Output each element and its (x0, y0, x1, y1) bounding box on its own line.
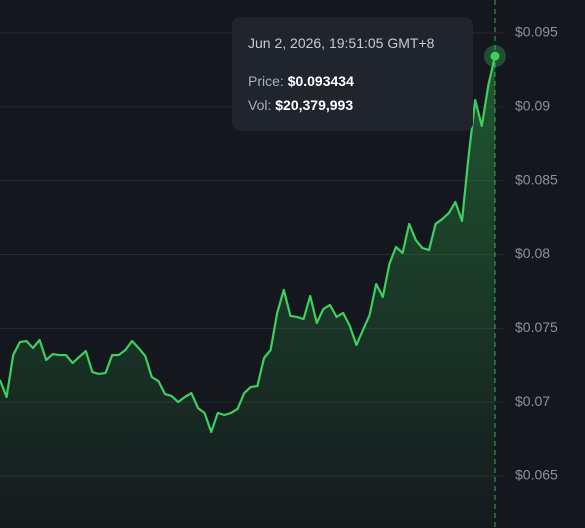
vol-value: $20,379,993 (275, 97, 354, 113)
tooltip-date: Jun 2, 2026, 19:51:05 GMT+8 (248, 35, 435, 51)
tooltip-price: Price: $0.093434 (248, 69, 457, 93)
y-tick-label: $0.07 (515, 393, 550, 409)
tooltip-vol: Vol: $20,379,993 (248, 93, 457, 117)
price-label: Price: (248, 73, 284, 89)
price-value: $0.093434 (287, 73, 354, 89)
area (0, 56, 495, 528)
y-tick-label: $0.08 (515, 245, 550, 261)
tooltip: Jun 2, 2026, 19:51:05 GMT+8 Price: $0.09… (232, 17, 473, 131)
y-tick-label: $0.075 (515, 319, 558, 335)
y-tick-label: $0.09 (515, 98, 550, 114)
y-tick-label: $0.095 (515, 24, 558, 40)
hover-point (490, 51, 500, 61)
y-tick-label: $0.085 (515, 171, 558, 187)
price-line (0, 55, 497, 434)
y-tick-label: $0.065 (515, 467, 558, 483)
vol-label: Vol: (248, 97, 272, 113)
